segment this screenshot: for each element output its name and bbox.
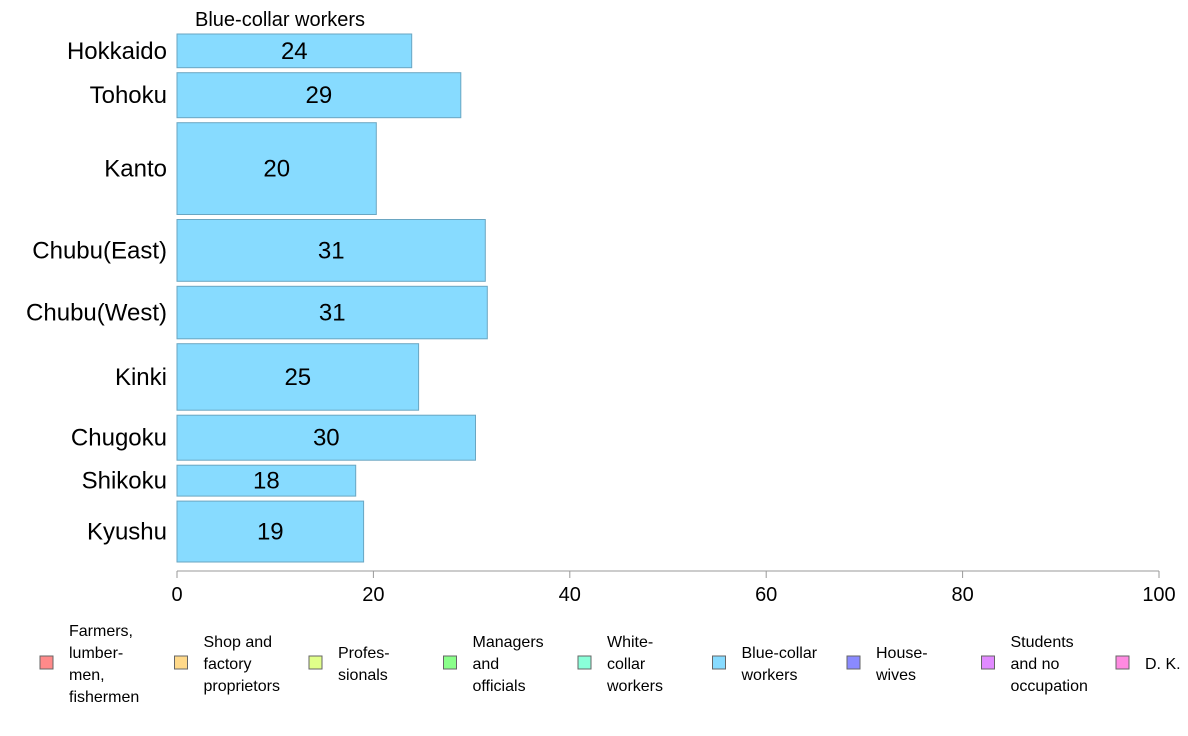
legend-label: wives [875,667,916,684]
legend-label: lumber- [69,645,123,662]
legend-swatch [443,655,457,670]
x-tick-label: 100 [1142,584,1175,606]
legend-label: Managers [473,634,544,651]
value-label: 25 [284,364,311,391]
legend-label: and no [1011,656,1060,673]
legend-label: D. K. [1145,656,1181,673]
category-label: Kyushu [87,519,167,546]
bars-group: Hokkaido 24 Tohoku 29 Kanto 20 Chubu(East) 31 Ch… [26,33,488,563]
bar-tohoku [176,72,462,119]
legend-swatch [39,655,54,670]
legend-label: White- [607,634,653,651]
legend-label: and [473,656,500,673]
legend-label: Profes- [338,645,390,662]
bar-kanto [176,122,377,215]
legend-swatch [174,655,188,670]
legend-label: fishermen [69,689,139,706]
chart-title: Blue-collar workers [195,9,365,31]
legend-label: proprietors [204,678,280,695]
bar-chugoku [176,414,476,461]
category-label: Tohoku [90,82,167,109]
category-label: Chugoku [71,425,167,452]
value-label: 20 [263,156,290,183]
x-tick-label: 60 [755,584,777,606]
legend-label: men, [69,667,105,684]
legend-label: Shop and [204,634,273,651]
bar-chubu-west [176,285,488,340]
legend-swatch [1115,655,1130,670]
value-label: 18 [253,468,280,495]
value-label: 31 [319,300,346,327]
category-label: Chubu(East) [32,237,167,264]
x-tick-label: 20 [362,584,384,606]
x-tick-label: 80 [951,584,973,606]
bar-hokkaido [176,33,413,69]
category-label: Kinki [115,364,167,391]
value-label: 24 [281,38,308,65]
bar-shikoku [176,464,357,497]
x-tick-label: 40 [559,584,581,606]
x-axis: 0 20 40 60 80 100 [171,570,1176,606]
bar-chubu-east [176,219,486,282]
legend-label: workers [606,678,663,695]
x-tick-label: 0 [171,584,182,606]
legend-label: Farmers, [69,623,133,640]
legend-label: sionals [338,667,388,684]
value-label: 19 [257,519,284,546]
legend-swatch [577,655,592,670]
value-label: 30 [313,425,340,452]
legend-swatch [846,655,861,670]
legend-label: factory [204,656,252,673]
category-label: Hokkaido [67,38,167,65]
bar-kinki [176,343,420,411]
legend-swatch [308,655,323,670]
category-label: Kanto [104,156,167,183]
legend-label: occupation [1011,678,1088,695]
category-label: Shikoku [82,468,167,495]
legend-swatch [712,655,726,670]
value-label: 31 [318,237,345,264]
value-label: 29 [306,82,333,109]
legend-label: House- [876,645,928,662]
category-label: Chubu(West) [26,300,167,327]
legend-label: officials [473,678,526,695]
bar-kyushu [176,500,365,563]
legend-label: collar [607,656,646,673]
legend: Farmers, lumber-men, fishermen Shop and fact… [39,623,1181,706]
legend-swatch [981,655,995,670]
legend-label: Blue-collar [742,645,818,662]
legend-label: Students [1011,634,1074,651]
legend-label: workers [741,667,798,684]
